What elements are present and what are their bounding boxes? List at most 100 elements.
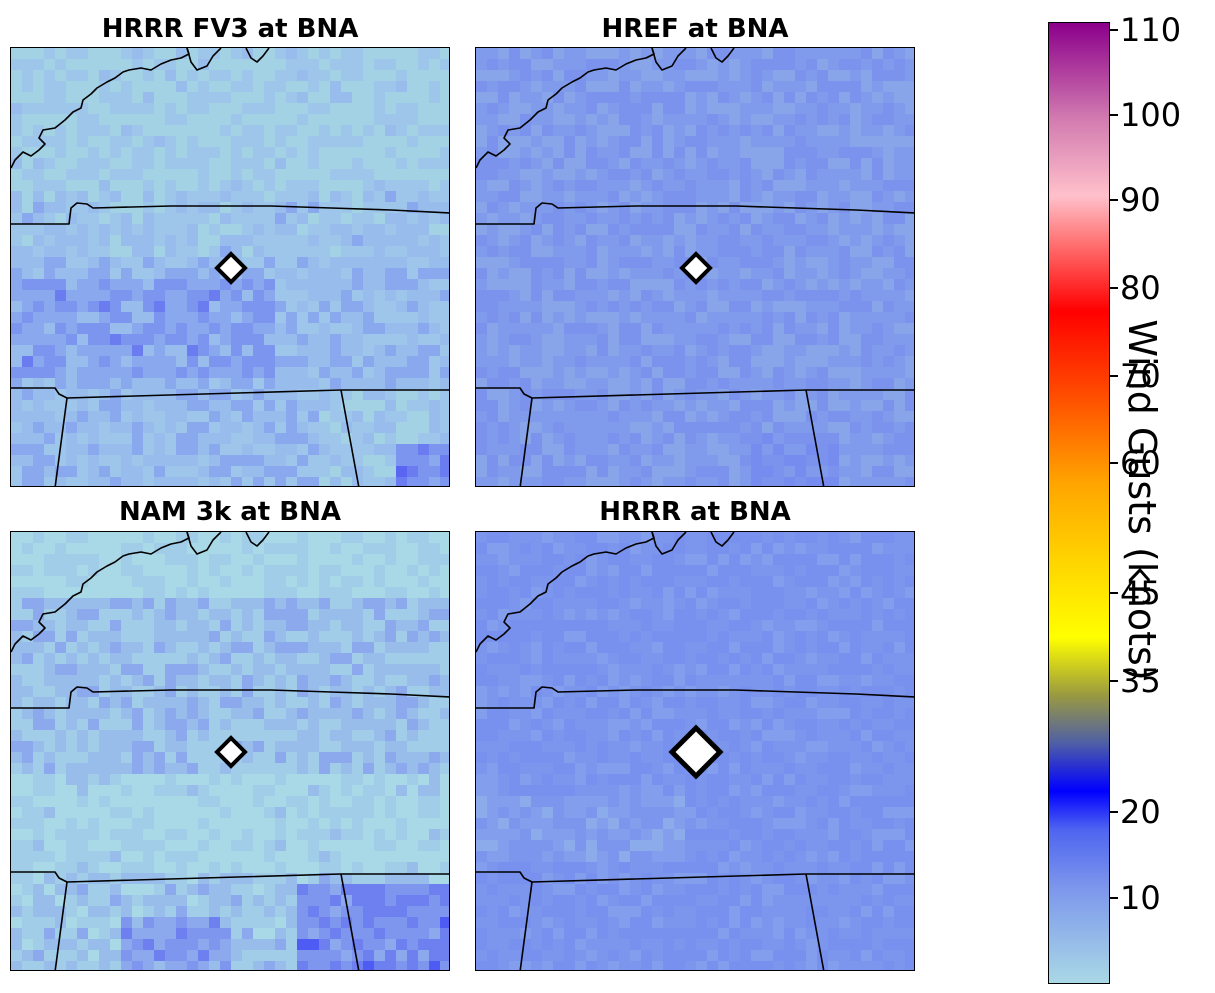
wind-cell bbox=[352, 928, 364, 940]
wind-cell bbox=[385, 103, 397, 115]
wind-cell bbox=[718, 158, 730, 170]
wind-cell bbox=[850, 103, 862, 115]
wind-cell bbox=[861, 103, 873, 115]
wind-cell bbox=[476, 301, 488, 313]
wind-cell bbox=[220, 444, 232, 456]
wind-cell bbox=[308, 895, 320, 907]
wind-cell bbox=[396, 235, 408, 247]
wind-cell bbox=[165, 147, 177, 159]
wind-cell bbox=[33, 642, 45, 654]
wind-cell bbox=[341, 48, 353, 60]
wind-cell bbox=[341, 631, 353, 643]
wind-cell bbox=[520, 158, 532, 170]
wind-cell bbox=[165, 345, 177, 357]
wind-cell bbox=[883, 411, 895, 423]
wind-cell bbox=[652, 411, 664, 423]
wind-cell bbox=[44, 422, 56, 434]
wind-cell bbox=[209, 411, 221, 423]
wind-cell bbox=[330, 213, 342, 225]
wind-cell bbox=[330, 312, 342, 324]
wind-cell bbox=[187, 125, 199, 137]
wind-cell bbox=[839, 455, 851, 467]
wind-cell bbox=[275, 224, 287, 236]
wind-cell bbox=[77, 433, 89, 445]
wind-cell bbox=[597, 235, 609, 247]
wind-cell bbox=[652, 103, 664, 115]
wind-cell bbox=[286, 334, 298, 346]
wind-cell bbox=[220, 466, 232, 478]
wind-cell bbox=[297, 158, 309, 170]
wind-cell bbox=[297, 169, 309, 181]
wind-cell bbox=[44, 147, 56, 159]
wind-cell bbox=[773, 246, 785, 258]
wind-cell bbox=[429, 345, 441, 357]
wind-cell bbox=[176, 763, 188, 775]
wind-cell bbox=[286, 917, 298, 929]
wind-cell bbox=[319, 136, 331, 148]
wind-cell bbox=[33, 235, 45, 247]
station-marker-bna bbox=[214, 735, 248, 769]
wind-cell bbox=[297, 224, 309, 236]
wind-cell bbox=[341, 70, 353, 82]
wind-cell bbox=[253, 730, 265, 742]
wind-cell bbox=[385, 400, 397, 412]
wind-cell bbox=[586, 224, 598, 236]
wind-cell bbox=[652, 213, 664, 225]
wind-cell bbox=[597, 455, 609, 467]
wind-cell bbox=[154, 422, 166, 434]
wind-cell bbox=[806, 59, 818, 71]
wind-cell bbox=[99, 466, 111, 478]
wind-cell bbox=[586, 257, 598, 269]
wind-cell bbox=[132, 829, 144, 841]
wind-cell bbox=[385, 48, 397, 60]
wind-cell bbox=[143, 829, 155, 841]
wind-cell bbox=[440, 917, 449, 929]
wind-cell bbox=[905, 103, 914, 115]
wind-cell bbox=[264, 48, 276, 60]
wind-cell bbox=[33, 884, 45, 896]
wind-cell bbox=[286, 202, 298, 214]
wind-cell bbox=[264, 191, 276, 203]
wind-cell bbox=[33, 840, 45, 852]
wind-cell bbox=[22, 697, 34, 709]
wind-cell bbox=[385, 455, 397, 467]
wind-cell bbox=[762, 81, 774, 93]
wind-cell bbox=[762, 411, 774, 423]
wind-cell bbox=[520, 554, 532, 566]
wind-cell bbox=[264, 642, 276, 654]
wind-cell bbox=[66, 851, 78, 863]
wind-cell bbox=[341, 620, 353, 632]
wind-cell bbox=[520, 268, 532, 280]
wind-cell bbox=[440, 477, 449, 486]
wind-cell bbox=[110, 59, 122, 71]
wind-cell bbox=[77, 125, 89, 137]
wind-cell bbox=[476, 235, 488, 247]
wind-cell bbox=[520, 466, 532, 478]
wind-cell bbox=[11, 466, 23, 478]
wind-cell bbox=[531, 532, 543, 544]
wind-cell bbox=[297, 70, 309, 82]
wind-cell bbox=[773, 554, 785, 566]
wind-cell bbox=[630, 279, 642, 291]
wind-cell bbox=[176, 785, 188, 797]
wind-cell bbox=[542, 466, 554, 478]
wind-cell bbox=[198, 92, 210, 104]
wind-cell bbox=[674, 312, 686, 324]
wind-cell bbox=[253, 807, 265, 819]
wind-cell bbox=[773, 323, 785, 335]
wind-cell bbox=[407, 609, 419, 621]
wind-cell bbox=[718, 312, 730, 324]
wind-cell bbox=[44, 202, 56, 214]
wind-cell bbox=[575, 224, 587, 236]
wind-cell bbox=[883, 378, 895, 390]
wind-cell bbox=[795, 103, 807, 115]
wind-cell bbox=[99, 840, 111, 852]
wind-cell bbox=[795, 422, 807, 434]
wind-cell bbox=[363, 345, 375, 357]
wind-cell bbox=[806, 301, 818, 313]
wind-cell bbox=[154, 180, 166, 192]
wind-cell bbox=[132, 345, 144, 357]
wind-cell bbox=[308, 939, 320, 951]
wind-cell bbox=[795, 147, 807, 159]
wind-cell bbox=[286, 125, 298, 137]
